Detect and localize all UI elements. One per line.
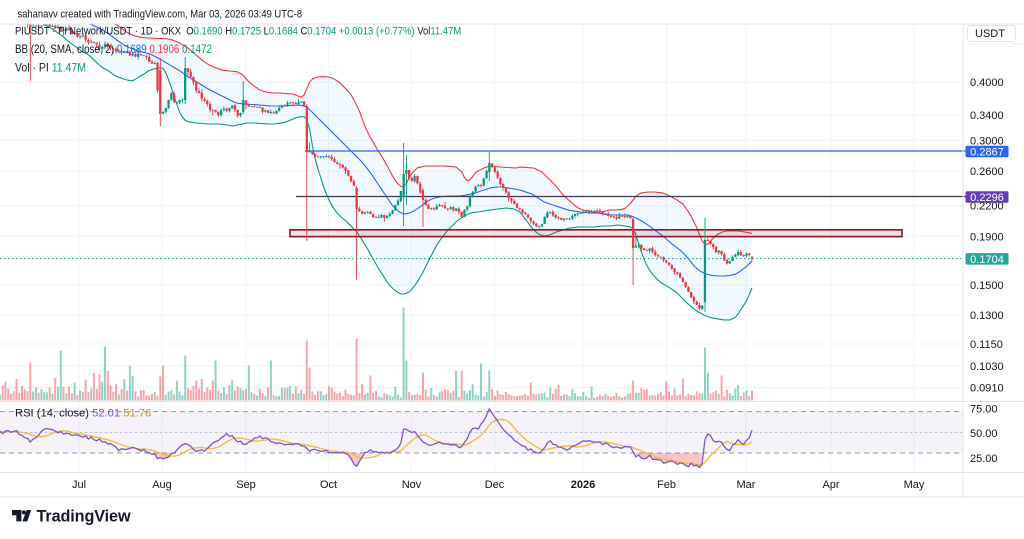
svg-text:Vol · PI 11.47M: Vol · PI 11.47M: [15, 62, 86, 75]
svg-text:2026: 2026: [571, 479, 595, 491]
svg-text:0.2296: 0.2296: [970, 192, 1004, 204]
svg-text:Mar: Mar: [737, 479, 756, 491]
svg-text:Feb: Feb: [657, 479, 676, 491]
svg-text:BB (20, SMA, close, 2) 0.1689: BB (20, SMA, close, 2) 0.1689 0.1906 0.1…: [15, 43, 212, 56]
svg-text:0.4000: 0.4000: [970, 77, 1004, 89]
svg-text:RSI (14, close) 52.01 51.76: RSI (14, close) 52.01 51.76: [15, 408, 151, 420]
svg-text:0.2200: 0.2200: [970, 201, 1004, 213]
svg-text:0.1150: 0.1150: [970, 339, 1003, 351]
svg-text:Sep: Sep: [236, 479, 256, 491]
svg-text:0.0910: 0.0910: [970, 383, 1004, 395]
svg-text:0.1030: 0.1030: [970, 361, 1004, 373]
svg-text:PIUSDT · Pi Network/USDT · 1D: PIUSDT · Pi Network/USDT · 1D · OKX O0.1…: [15, 25, 461, 38]
svg-text:TradingView: TradingView: [37, 508, 131, 526]
svg-text:Aug: Aug: [152, 479, 172, 491]
svg-text:0.2867: 0.2867: [970, 147, 1004, 159]
svg-text:25.00: 25.00: [970, 453, 998, 465]
svg-text:sahanavv created with TradingV: sahanavv created with TradingView.com, M…: [18, 9, 303, 21]
svg-text:0.1900: 0.1900: [970, 232, 1004, 244]
svg-text:Jul: Jul: [72, 479, 86, 491]
svg-text:0.2600: 0.2600: [970, 166, 1004, 178]
svg-text:Apr: Apr: [822, 479, 839, 491]
svg-text:0.1300: 0.1300: [970, 310, 1004, 322]
svg-text:0.3400: 0.3400: [970, 110, 1004, 122]
svg-text:75.00: 75.00: [970, 403, 998, 415]
svg-text:0.1704: 0.1704: [970, 254, 1004, 266]
svg-text:0.1500: 0.1500: [970, 280, 1004, 292]
svg-text:May: May: [904, 479, 925, 491]
svg-text:USDT: USDT: [975, 28, 1005, 40]
svg-text:50.00: 50.00: [970, 428, 998, 440]
svg-text:Oct: Oct: [320, 479, 337, 491]
svg-text:0.3000: 0.3000: [970, 136, 1004, 148]
svg-text:Dec: Dec: [485, 479, 505, 491]
svg-text:Nov: Nov: [402, 479, 422, 491]
